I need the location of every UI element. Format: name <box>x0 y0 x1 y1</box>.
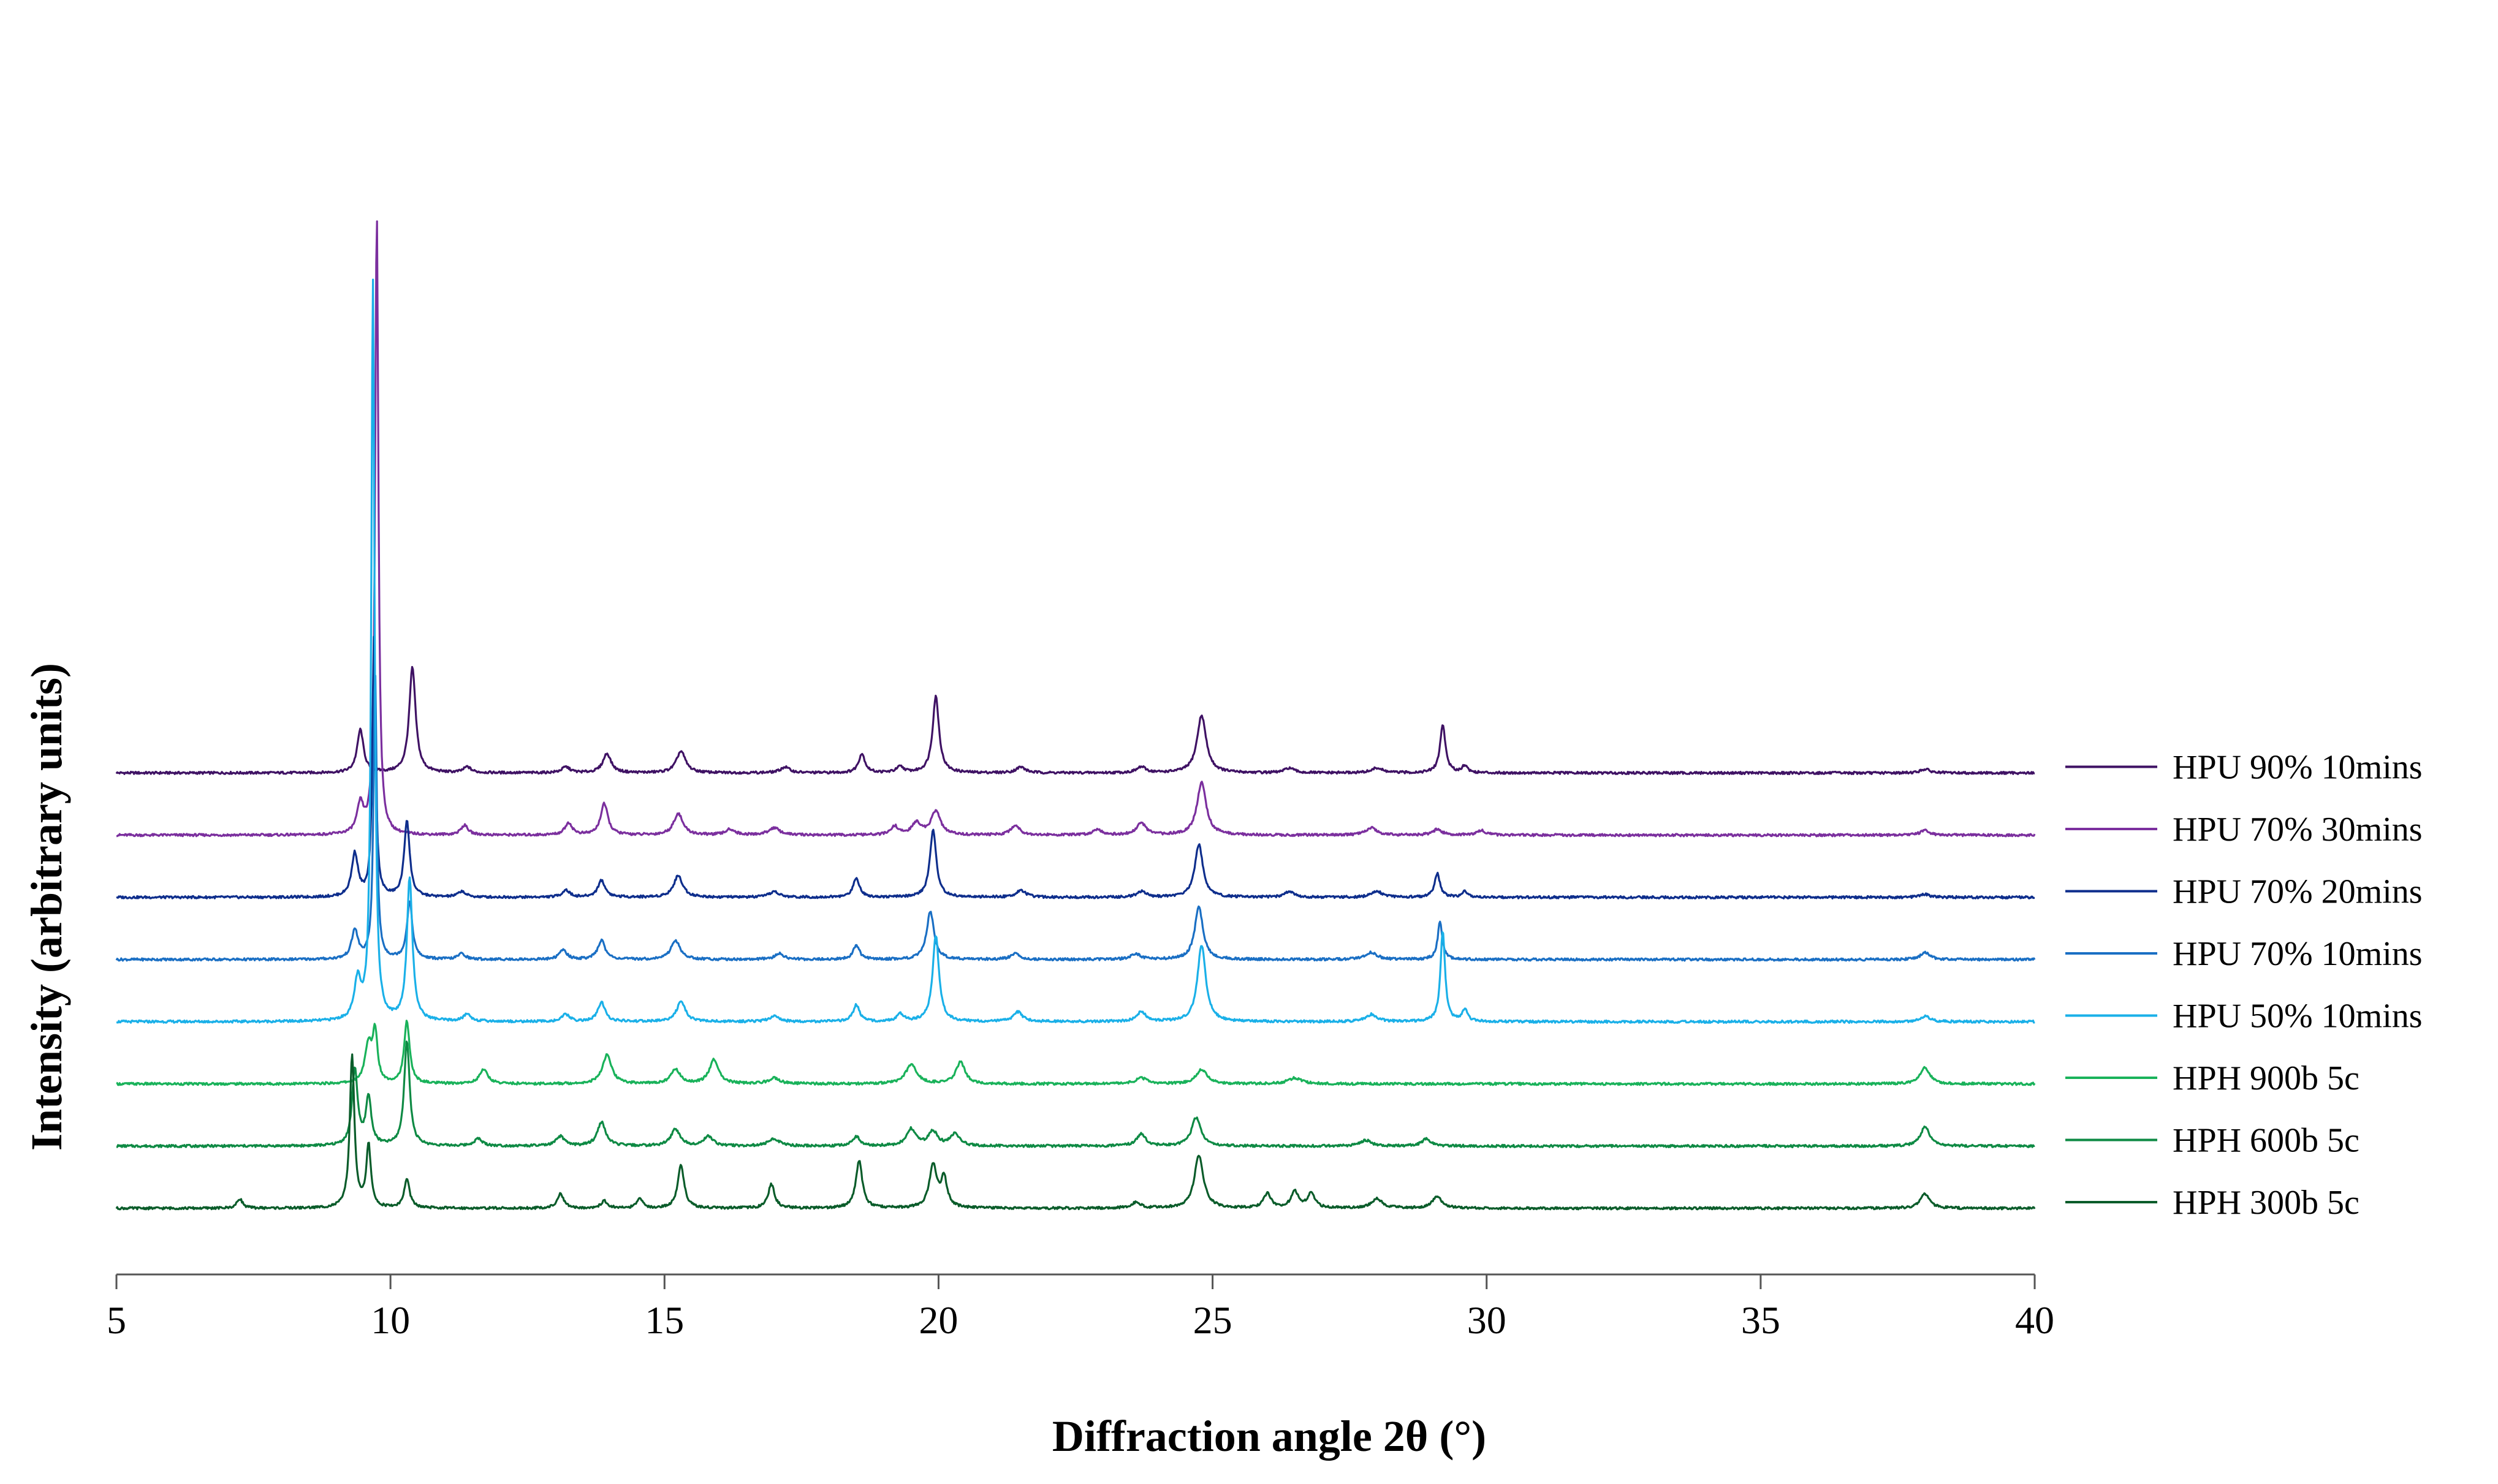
legend-label: HPU 50% 10mins <box>2173 998 2423 1035</box>
x-tick-label: 35 <box>1741 1298 1780 1342</box>
series-line-3 <box>116 635 2035 899</box>
legend-label: HPU 90% 10mins <box>2173 749 2423 787</box>
legend-label: HPH 600b 5c <box>2173 1122 2359 1160</box>
series-line-7 <box>116 1040 2035 1148</box>
legend-label: HPH 900b 5c <box>2173 1059 2359 1097</box>
legend-label: HPU 70% 20mins <box>2173 873 2423 911</box>
x-axis: 5 10 15 20 25 30 35 40 <box>107 1273 2054 1342</box>
x-tick-label: 10 <box>371 1298 410 1342</box>
x-tick-label: 25 <box>1193 1298 1232 1342</box>
series-line-6 <box>116 1020 2036 1086</box>
x-tick-label: 20 <box>919 1298 958 1342</box>
x-tick-label: 40 <box>2015 1298 2054 1342</box>
series-line-4 <box>115 675 2036 962</box>
plot-area <box>115 220 2036 1211</box>
legend: HPU 90% 10mins HPU 70% 30mins HPU 70% 20mi… <box>2065 749 2423 1222</box>
x-tick-label: 30 <box>1467 1298 1506 1342</box>
series-line-2 <box>116 220 2036 838</box>
legend-label: HPH 300b 5c <box>2173 1184 2359 1222</box>
series-line-8 <box>115 1053 2036 1211</box>
y-axis-title: Intensity (arbitrary units) <box>22 663 71 1151</box>
series-line-1 <box>115 665 2035 775</box>
legend-label: HPU 70% 10mins <box>2173 935 2423 973</box>
x-axis-title: Diffraction angle 2θ (°) <box>1052 1412 1486 1461</box>
x-tick-label: 15 <box>645 1298 684 1342</box>
series-line-5 <box>116 278 2035 1024</box>
legend-label: HPU 70% 30mins <box>2173 811 2423 849</box>
x-tick-label: 5 <box>107 1298 126 1342</box>
